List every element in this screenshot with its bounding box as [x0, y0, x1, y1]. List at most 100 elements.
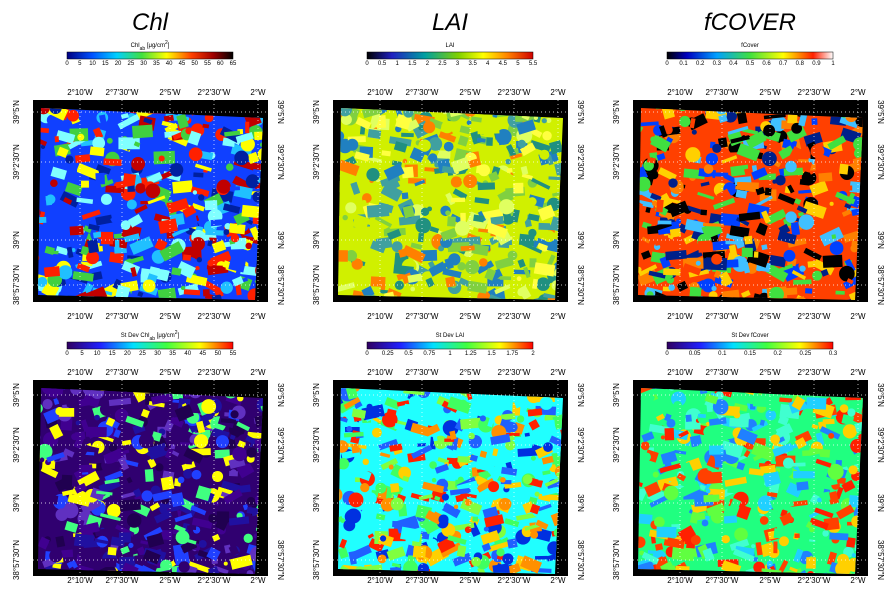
lat-label-left: 38°57'30"N — [312, 540, 321, 580]
label-part: LAI — [445, 43, 454, 49]
colorbar-tick-label: 45 — [179, 61, 186, 67]
colorbar-tick-label: 0.6 — [762, 61, 771, 67]
map-patch — [155, 463, 163, 471]
lon-label-top: 2°10'W — [367, 368, 393, 377]
colorbar-tick-label: 5.5 — [529, 61, 538, 67]
colorbar-tick-label: 20 — [124, 351, 131, 357]
map-patch — [711, 286, 716, 291]
map-patch — [478, 182, 495, 190]
map-patch — [670, 228, 681, 237]
map-patch — [457, 456, 470, 463]
panel-title: LAI — [432, 9, 468, 36]
map-patch — [679, 116, 690, 127]
lon-label-top: 2°7'30"W — [706, 88, 739, 97]
lon-label-bottom: 2°5'W — [759, 312, 781, 321]
map-patch — [451, 176, 462, 187]
colorbar-tick-label: 0.7 — [779, 61, 788, 67]
map-patch — [704, 472, 723, 485]
map-patch — [425, 452, 432, 459]
lat-label-right: 39°5'N — [876, 383, 885, 407]
map-patch — [86, 427, 107, 438]
lon-label-bottom: 2°5'W — [759, 576, 781, 584]
lat-label-left: 39°N — [612, 494, 621, 512]
map-patch — [698, 443, 705, 450]
colorbar-tick-label: 0.3 — [829, 351, 838, 357]
map-patch — [193, 190, 197, 194]
map-patch — [742, 248, 753, 257]
colorbar-tick-label: 0.4 — [729, 61, 738, 67]
lon-label-top: 2°2'30"W — [498, 88, 531, 97]
map-patch — [652, 201, 657, 206]
colorbar-tick-label: 0 — [665, 61, 669, 67]
map-patch — [455, 221, 470, 236]
map-patch — [647, 410, 652, 418]
lat-label-right: 38°57'30"N — [576, 265, 585, 305]
map-patch — [112, 301, 118, 309]
map-patch — [42, 399, 52, 409]
map-patch — [198, 194, 204, 200]
map-patch — [245, 122, 249, 133]
lon-label-bottom: 2°5'W — [159, 312, 181, 321]
map-patch — [488, 481, 499, 492]
map-patch — [94, 415, 100, 421]
lat-label-right: 39°N — [276, 231, 285, 249]
map-patch — [725, 241, 737, 245]
lat-label-right: 39°5'N — [276, 100, 285, 124]
map-patch — [175, 246, 183, 254]
map-patch — [663, 268, 680, 275]
map-patch — [170, 163, 184, 177]
lon-label-top: 2°7'30"W — [706, 368, 739, 377]
lon-label-bottom: 2°5'W — [159, 576, 181, 584]
lat-label-right: 39°2'30"N — [876, 144, 885, 180]
panel-title: Chl — [132, 9, 169, 36]
map-patch — [706, 153, 718, 165]
map-patch — [154, 202, 158, 206]
map-patch — [205, 302, 213, 310]
map-patch — [539, 150, 549, 160]
map-patch — [458, 477, 464, 483]
lat-label-right: 38°57'30"N — [876, 265, 885, 305]
lon-label-bottom: 2°10'W — [367, 576, 393, 584]
map-patch — [146, 517, 152, 523]
colorbar-tick-label: 5 — [80, 351, 84, 357]
map-patch — [500, 477, 506, 483]
map-patch — [477, 124, 499, 134]
map-patch — [696, 261, 701, 266]
panel-title: fCOVER — [704, 9, 796, 36]
map-patch — [145, 469, 154, 482]
map-patch — [439, 505, 444, 510]
map-patch — [673, 401, 682, 410]
lat-label-left: 39°2'30"N — [312, 144, 321, 180]
map-patch — [754, 251, 759, 257]
lon-label-top: 2°W — [250, 88, 266, 97]
map-patch — [502, 553, 513, 564]
map-patch — [698, 414, 706, 418]
colorbar-tick-label: 50 — [215, 351, 222, 357]
map-patch — [567, 248, 575, 257]
map-patch — [183, 469, 193, 479]
map-patch — [390, 483, 399, 493]
lat-label-right: 38°57'30"N — [876, 540, 885, 580]
map-image — [328, 377, 586, 584]
map-patch — [178, 477, 185, 484]
map-patch — [518, 140, 526, 148]
map-patch — [695, 557, 700, 562]
colorbar-tick-label: 0.1 — [718, 351, 727, 357]
map-patch — [139, 433, 154, 448]
map-patch — [142, 490, 153, 501]
colorbar-tick-label: 35 — [169, 351, 176, 357]
map-patch — [457, 262, 465, 270]
lon-label-top: 2°W — [550, 368, 566, 377]
map-patch — [765, 188, 772, 196]
map-patch — [199, 540, 207, 548]
map-patch — [664, 486, 679, 501]
map-patch — [349, 492, 364, 507]
map-patch — [700, 209, 707, 215]
map-patch — [454, 505, 458, 509]
lon-label-bottom: 2°2'30"W — [798, 312, 831, 321]
lat-label-left: 39°N — [12, 494, 21, 512]
map-patch — [55, 136, 59, 142]
map-patch — [676, 218, 681, 223]
label-part: ] — [168, 43, 170, 49]
colorbar-tick-label: 0 — [365, 61, 369, 67]
